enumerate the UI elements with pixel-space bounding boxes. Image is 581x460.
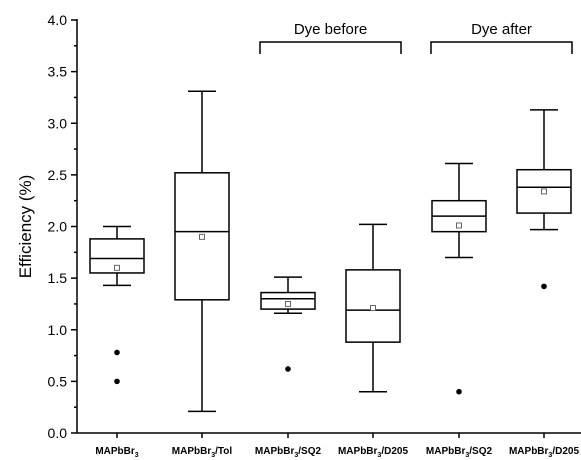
box-1	[174, 90, 230, 413]
y-axis-label: Efficiency (%)	[16, 175, 35, 279]
bracket-line	[430, 41, 573, 54]
outlier-point	[114, 349, 120, 356]
group-bracket-1: Dye after	[430, 21, 573, 54]
y-tick-label: 1.0	[48, 322, 68, 338]
box-mean-marker	[285, 300, 291, 307]
x-category-label: MAPbBr3	[95, 446, 138, 459]
group-bracket-0: Dye before	[259, 21, 402, 54]
group-label: Dye after	[471, 21, 532, 38]
box-2	[260, 276, 316, 372]
x-category-label: MAPbBr3/SQ2	[426, 446, 493, 459]
y-tick-label: 1.5	[48, 270, 68, 286]
box-mean-marker	[114, 264, 120, 271]
box-0	[89, 225, 145, 385]
outlier-point	[541, 283, 547, 290]
y-tick-label: 2.5	[48, 167, 68, 183]
box-iqr	[516, 168, 572, 214]
outlier-point	[114, 378, 120, 385]
box-iqr	[174, 172, 230, 301]
x-category-label: MAPbBr3/D205	[509, 446, 579, 459]
x-category-label: MAPbBr3/Tol	[172, 446, 233, 459]
box-4	[431, 162, 487, 395]
outlier-point	[285, 366, 291, 372]
x-category-label: MAPbBr3/SQ2	[255, 446, 322, 459]
x-category-label: MAPbBr3/D205	[338, 446, 408, 459]
box-iqr	[89, 238, 145, 274]
y-tick-label: 4.0	[48, 12, 68, 28]
box-iqr	[260, 291, 316, 310]
y-tick-label: 3.5	[48, 64, 68, 80]
bracket-line	[259, 41, 402, 54]
box-mean-marker	[370, 305, 376, 312]
outlier-point	[456, 388, 462, 395]
y-tick-label: 0.0	[48, 425, 68, 441]
box-iqr	[345, 269, 401, 343]
box-mean-marker	[456, 222, 462, 229]
box-3	[345, 223, 401, 393]
y-tick-label: 2.0	[48, 219, 68, 235]
chart-axes: 0.0 0.5 1.0 1.5 2.0 2.5 3.0 3.5 4.0	[48, 12, 581, 441]
box-5	[516, 109, 572, 290]
group-label: Dye before	[294, 21, 367, 38]
y-tick-label: 3.0	[48, 115, 68, 131]
group-annotations: Dye before Dye after	[259, 21, 573, 54]
y-tick-label: 0.5	[48, 373, 68, 389]
axis-labels: Efficiency (%) MAPbBr3 MAPbBr3/Tol MAPbBr3/…	[16, 175, 579, 459]
box-mean-marker	[199, 233, 205, 240]
box-series	[89, 90, 572, 413]
box-mean-marker	[541, 188, 547, 195]
